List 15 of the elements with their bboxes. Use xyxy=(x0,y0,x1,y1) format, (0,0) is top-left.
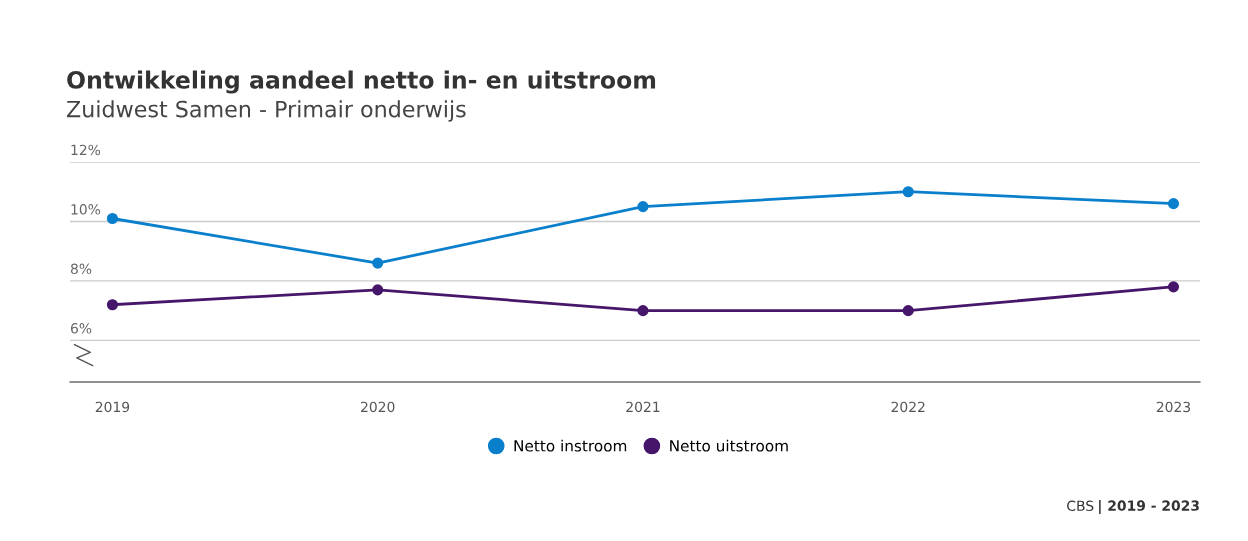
y-tick-label: 12% xyxy=(71,144,101,156)
chart-title: Ontwikkeling aandeel netto in- en uitstroom xyxy=(67,70,656,94)
x-tick-label: 2019 xyxy=(95,401,130,413)
text: | 2019 - 2023 xyxy=(1099,500,1199,514)
y-tick-label: 8% xyxy=(70,263,92,275)
legend-label: Netto instroom xyxy=(514,439,627,452)
text: CBS xyxy=(1067,500,1094,512)
chart-subtitle: Zuidwest Samen - Primair onderwijs xyxy=(67,100,466,122)
x-tick-label: 2020 xyxy=(361,401,395,413)
x-tick-label: 2021 xyxy=(626,401,660,413)
x-tick-label: 2022 xyxy=(891,401,925,413)
y-tick-label: 10% xyxy=(71,204,101,215)
x-tick-label: 2023 xyxy=(1156,401,1191,413)
legend-label: Netto uitstroom xyxy=(670,439,788,452)
y-tick-label: 6% xyxy=(70,323,92,334)
